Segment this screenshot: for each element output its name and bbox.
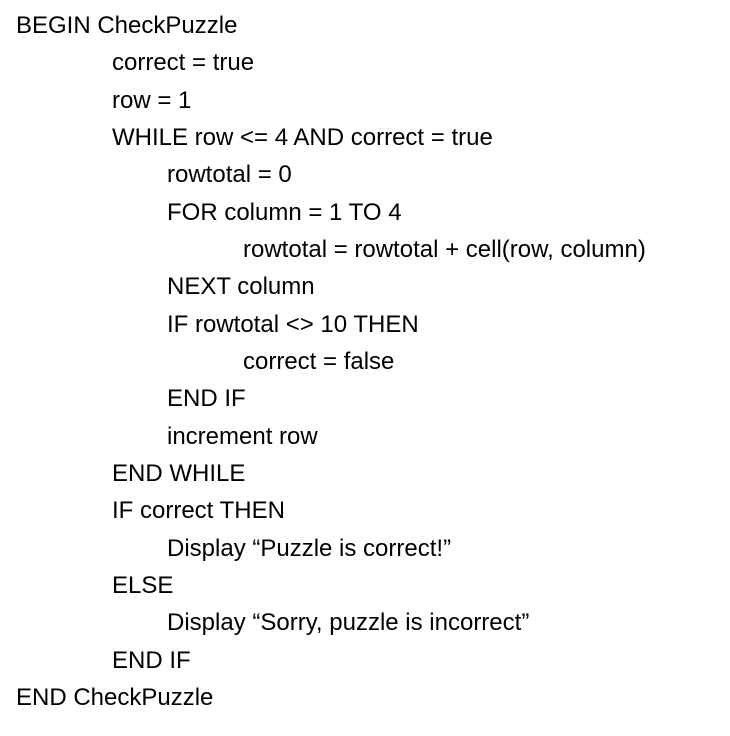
if-statement: IF correct THEN	[112, 497, 285, 525]
pseudocode-listing: BEGIN CheckPuzzle correct = true row = 1…	[0, 7, 730, 716]
code-line: correct = false	[0, 343, 730, 380]
code-line: correct = true	[0, 44, 730, 81]
display-statement: Display “Puzzle is correct!”	[167, 534, 452, 562]
code-line: rowtotal = rowtotal + cell(row, column)	[0, 231, 730, 268]
code-line: IF correct THEN	[0, 492, 730, 529]
assignment-statement: rowtotal = rowtotal + cell(row, column)	[243, 235, 646, 263]
end-if-statement: END IF	[167, 385, 246, 413]
code-line: END IF	[0, 642, 730, 679]
code-line: BEGIN CheckPuzzle	[0, 7, 730, 44]
else-statement: ELSE	[112, 571, 174, 599]
code-line: Display “Sorry, puzzle is incorrect”	[0, 604, 730, 641]
code-line: END IF	[0, 380, 730, 417]
code-line: rowtotal = 0	[0, 156, 730, 193]
end-if-statement: END IF	[112, 646, 191, 674]
code-line: Display “Puzzle is correct!”	[0, 530, 730, 567]
assignment-statement: correct = true	[112, 49, 255, 77]
code-line: FOR column = 1 TO 4	[0, 194, 730, 231]
code-line: increment row	[0, 418, 730, 455]
while-statement: WHILE row <= 4 AND correct = true	[112, 123, 493, 151]
if-statement: IF rowtotal <> 10 THEN	[167, 310, 419, 338]
assignment-statement: rowtotal = 0	[167, 161, 292, 189]
assignment-statement: correct = false	[243, 347, 395, 375]
begin-statement: BEGIN CheckPuzzle	[16, 12, 238, 39]
next-statement: NEXT column	[167, 273, 315, 301]
code-line: END CheckPuzzle	[0, 679, 730, 716]
code-line: IF rowtotal <> 10 THEN	[0, 306, 730, 343]
display-statement: Display “Sorry, puzzle is incorrect”	[167, 609, 530, 637]
code-line: WHILE row <= 4 AND correct = true	[0, 119, 730, 156]
end-statement: END CheckPuzzle	[16, 683, 214, 711]
code-line: ELSE	[0, 567, 730, 604]
assignment-statement: row = 1	[112, 86, 192, 114]
code-line: row = 1	[0, 82, 730, 119]
increment-statement: increment row	[167, 422, 318, 450]
end-while-statement: END WHILE	[112, 459, 246, 487]
for-statement: FOR column = 1 TO 4	[167, 198, 402, 226]
code-line: NEXT column	[0, 268, 730, 305]
code-line: END WHILE	[0, 455, 730, 492]
